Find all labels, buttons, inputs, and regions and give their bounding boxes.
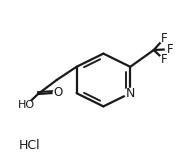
Circle shape: [20, 100, 32, 110]
Text: F: F: [161, 32, 168, 45]
Circle shape: [165, 45, 176, 54]
Text: F: F: [167, 43, 174, 56]
Circle shape: [53, 88, 63, 97]
Text: F: F: [161, 53, 168, 66]
Circle shape: [125, 88, 136, 98]
Text: O: O: [54, 86, 63, 99]
Text: HO: HO: [18, 100, 35, 110]
Circle shape: [159, 56, 169, 64]
Circle shape: [159, 34, 169, 43]
Text: HCl: HCl: [19, 139, 40, 152]
Text: N: N: [126, 87, 135, 100]
